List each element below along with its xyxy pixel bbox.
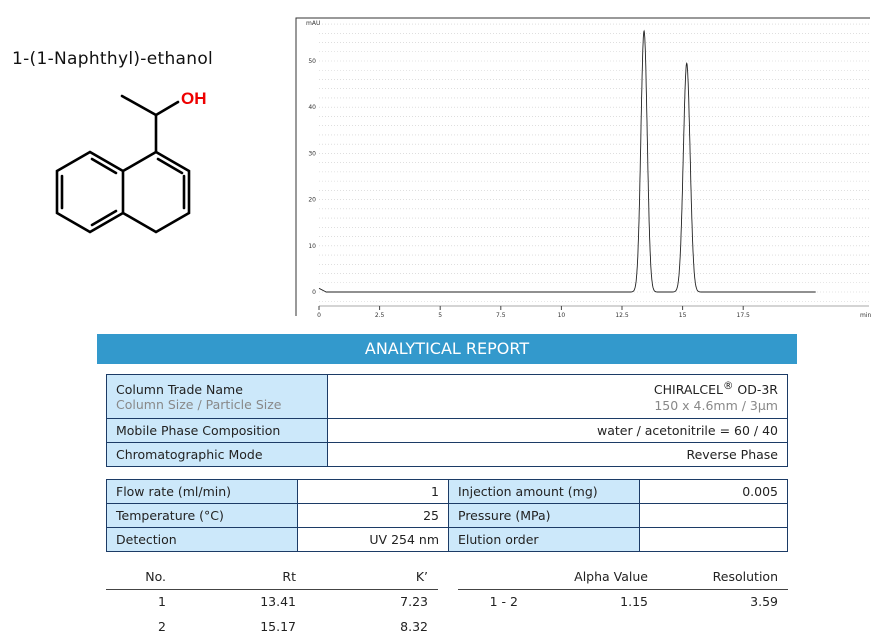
- result-row: 1 13.41 7.23 1 - 2 1.15 3.59: [106, 591, 788, 613]
- x-tick-label: 0: [317, 312, 321, 319]
- row-k: 8.32: [400, 619, 428, 634]
- column-model: OD-3R: [737, 382, 778, 398]
- y-tick-label: 10: [308, 243, 316, 250]
- temp: 25: [297, 503, 449, 528]
- row-no: 2: [158, 619, 166, 634]
- mode: Reverse Phase: [327, 442, 788, 467]
- result-row: 2 15.17 8.32: [106, 616, 788, 638]
- elution-label: Elution order: [448, 527, 640, 552]
- y-tick-label: 40: [308, 104, 316, 111]
- row-no: 1: [158, 594, 166, 609]
- y-tick-label: 50: [308, 58, 316, 65]
- registered-mark: ®: [722, 380, 734, 393]
- x-tick-label: 10: [558, 312, 566, 319]
- flow: 1: [297, 479, 449, 504]
- resolution: 3.59: [750, 594, 778, 609]
- x-axis-label: min: [860, 312, 872, 319]
- column-values: CHIRALCEL® OD-3R 150 x 4.6mm / 3µm: [327, 374, 788, 419]
- x-tick-label: 5: [438, 312, 442, 319]
- oh-label: OH: [181, 89, 207, 108]
- mode-label: Chromatographic Mode: [106, 442, 328, 467]
- header-no: No.: [145, 569, 166, 584]
- x-tick-label: 2.5: [375, 312, 385, 319]
- column-info-table: Column Trade Name Column Size / Particle …: [106, 374, 788, 467]
- row-rt: 13.41: [260, 594, 296, 609]
- temp-label: Temperature (°C): [106, 503, 298, 528]
- compound-name: 1-(1-Naphthyl)-ethanol: [12, 49, 214, 69]
- chromatogram: 0 2.5 5 7.5 10 12.5 15 17.5 0 10 20 30 40 50 mAU min: [295, 17, 872, 319]
- size-label: Column Size / Particle Size: [116, 396, 282, 412]
- x-tick-label: 7.5: [496, 312, 506, 319]
- trade-name: CHIRALCEL: [653, 382, 723, 398]
- y-axis-label: mAU: [306, 20, 320, 27]
- trade-name-label: Column Trade Name: [116, 381, 243, 397]
- report-title: ANALYTICAL REPORT: [97, 334, 797, 364]
- plot-frame: [295, 17, 870, 316]
- x-tick-label: 12.5: [615, 312, 629, 319]
- y-tick-label: 30: [308, 150, 316, 157]
- header-rt: Rt: [282, 569, 296, 584]
- elution: [639, 527, 788, 552]
- molecule-structure: OH: [55, 89, 207, 234]
- row-k: 7.23: [400, 594, 428, 609]
- pair: 1 - 2: [489, 594, 518, 609]
- mobile-phase-label: Mobile Phase Composition: [106, 418, 328, 443]
- pressure-label: Pressure (MPa): [448, 503, 640, 528]
- mobile-phase: water / acetonitrile = 60 / 40: [327, 418, 788, 443]
- x-tick-label: 17.5: [737, 312, 751, 319]
- x-tick-label: 15: [679, 312, 687, 319]
- y-tick-label: 0: [312, 289, 316, 296]
- alpha: 1.15: [620, 594, 648, 609]
- pressure: [639, 503, 788, 528]
- header-k: K’: [415, 569, 428, 584]
- detection-label: Detection: [106, 527, 298, 552]
- injection-label: Injection amount (mg): [448, 479, 640, 504]
- y-tick-label: 20: [308, 197, 316, 204]
- chromatogram-trace: [318, 29, 816, 293]
- injection: 0.005: [639, 479, 788, 504]
- header-alpha: Alpha Value: [574, 569, 648, 584]
- column-labels: Column Trade Name Column Size / Particle …: [106, 374, 328, 419]
- conditions-table: Flow rate (ml/min) 1 Injection amount (mg)…: [106, 479, 788, 552]
- row-rt: 15.17: [260, 619, 296, 634]
- column-size: 150 x 4.6mm / 3µm: [654, 397, 778, 413]
- detection: UV 254 nm: [297, 527, 449, 552]
- flow-label: Flow rate (ml/min): [106, 479, 298, 504]
- header-resolution: Resolution: [712, 569, 778, 584]
- results-header: No. Rt K’ Alpha Value Resolution: [106, 566, 788, 588]
